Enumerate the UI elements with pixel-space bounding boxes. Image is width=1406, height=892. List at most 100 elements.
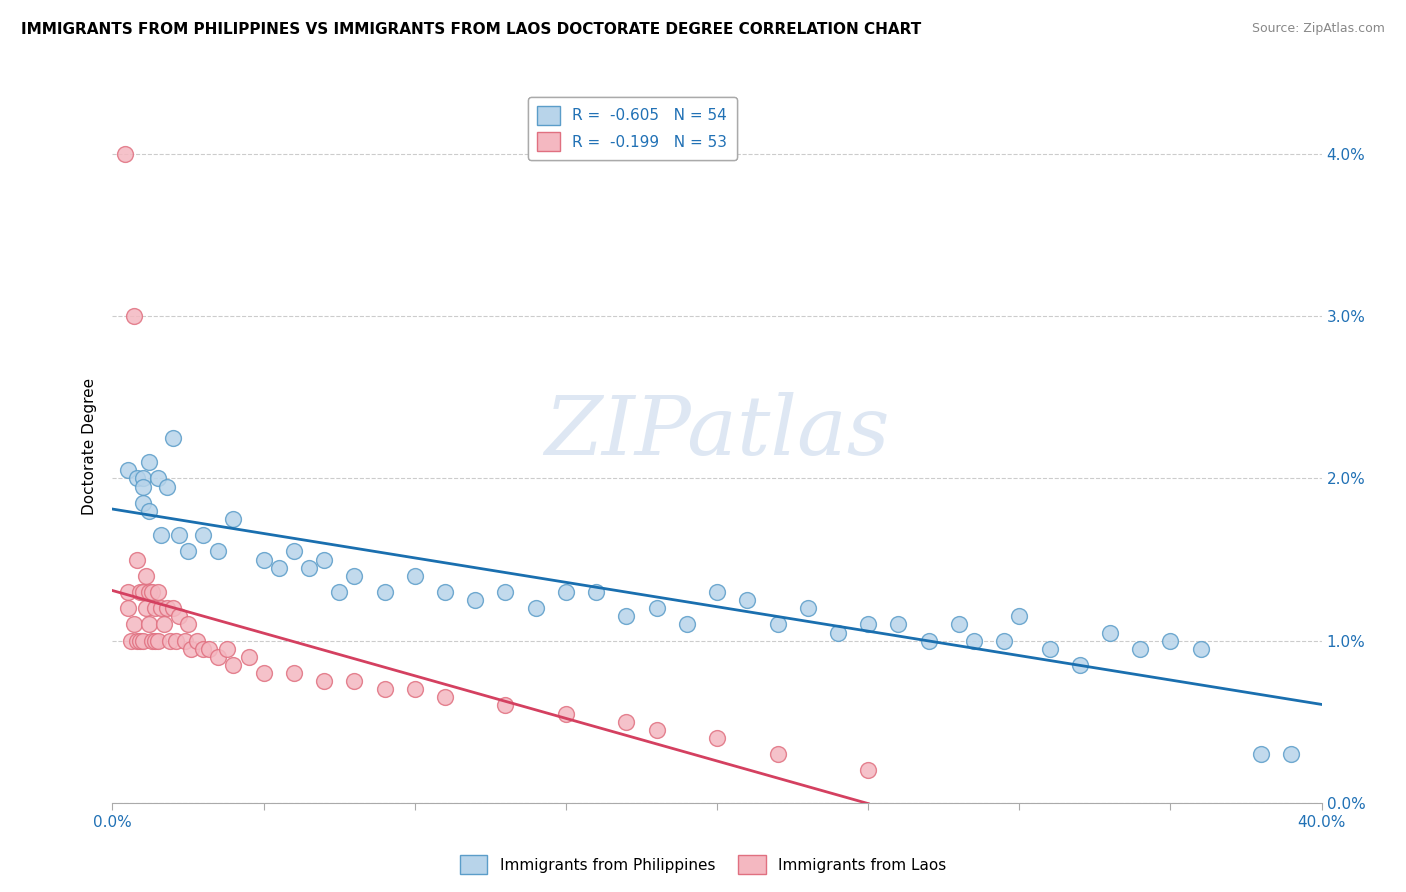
- Point: [1098, 625, 1121, 640]
- Point: [128, 585, 150, 599]
- Point: [180, 641, 202, 656]
- Point: [117, 463, 139, 477]
- Point: [1189, 641, 1212, 656]
- Point: [404, 568, 426, 582]
- Point: [138, 504, 160, 518]
- Point: [146, 471, 169, 485]
- Point: [554, 706, 576, 721]
- Point: [1159, 633, 1181, 648]
- Point: [149, 601, 172, 615]
- Point: [138, 617, 160, 632]
- Point: [132, 496, 155, 510]
- Point: [138, 455, 160, 469]
- Point: [328, 585, 350, 599]
- Point: [645, 723, 668, 737]
- Text: Source: ZipAtlas.com: Source: ZipAtlas.com: [1251, 22, 1385, 36]
- Point: [128, 633, 150, 648]
- Point: [616, 609, 638, 624]
- Point: [253, 666, 276, 681]
- Point: [143, 633, 166, 648]
- Text: IMMIGRANTS FROM PHILIPPINES VS IMMIGRANTS FROM LAOS DOCTORATE DEGREE CORRELATION: IMMIGRANTS FROM PHILIPPINES VS IMMIGRANT…: [21, 22, 921, 37]
- Point: [191, 641, 214, 656]
- Point: [675, 617, 697, 632]
- Point: [993, 633, 1015, 648]
- Point: [122, 310, 145, 324]
- Point: [153, 617, 176, 632]
- Point: [283, 544, 305, 558]
- Point: [132, 479, 155, 493]
- Point: [122, 617, 145, 632]
- Point: [374, 682, 396, 697]
- Point: [433, 690, 456, 705]
- Point: [135, 601, 157, 615]
- Point: [1279, 747, 1302, 761]
- Point: [1008, 609, 1031, 624]
- Point: [167, 528, 190, 542]
- Point: [162, 431, 184, 445]
- Point: [314, 674, 336, 689]
- Point: [207, 544, 229, 558]
- Point: [343, 568, 366, 582]
- Point: [343, 674, 366, 689]
- Point: [120, 633, 142, 648]
- Point: [132, 471, 155, 485]
- Point: [186, 633, 208, 648]
- Point: [737, 593, 759, 607]
- Point: [156, 601, 179, 615]
- Point: [616, 714, 638, 729]
- Point: [433, 585, 456, 599]
- Point: [146, 585, 169, 599]
- Point: [125, 471, 148, 485]
- Point: [117, 601, 139, 615]
- Point: [404, 682, 426, 697]
- Point: [125, 552, 148, 566]
- Point: [217, 641, 239, 656]
- Point: [856, 764, 880, 778]
- Point: [146, 633, 169, 648]
- Point: [238, 649, 260, 664]
- Point: [706, 585, 728, 599]
- Point: [374, 585, 396, 599]
- Point: [495, 585, 517, 599]
- Point: [149, 528, 172, 542]
- Point: [167, 609, 190, 624]
- Point: [162, 601, 184, 615]
- Point: [135, 568, 157, 582]
- Point: [918, 633, 941, 648]
- Point: [141, 585, 163, 599]
- Point: [645, 601, 668, 615]
- Point: [283, 666, 305, 681]
- Point: [827, 625, 849, 640]
- Point: [125, 633, 148, 648]
- Y-axis label: Doctorate Degree: Doctorate Degree: [82, 377, 97, 515]
- Point: [766, 747, 789, 761]
- Point: [796, 601, 818, 615]
- Point: [706, 731, 728, 745]
- Point: [198, 641, 221, 656]
- Point: [856, 617, 880, 632]
- Point: [174, 633, 197, 648]
- Point: [1038, 641, 1062, 656]
- Point: [267, 560, 290, 574]
- Point: [554, 585, 576, 599]
- Point: [253, 552, 276, 566]
- Point: [132, 585, 155, 599]
- Point: [766, 617, 789, 632]
- Point: [159, 633, 181, 648]
- Point: [143, 601, 166, 615]
- Point: [156, 479, 179, 493]
- Point: [222, 657, 245, 672]
- Point: [948, 617, 970, 632]
- Point: [887, 617, 910, 632]
- Point: [298, 560, 321, 574]
- Point: [207, 649, 229, 664]
- Point: [191, 528, 214, 542]
- Point: [524, 601, 547, 615]
- Point: [314, 552, 336, 566]
- Point: [495, 698, 517, 713]
- Point: [585, 585, 607, 599]
- Point: [1129, 641, 1152, 656]
- Point: [464, 593, 486, 607]
- Legend: Immigrants from Philippines, Immigrants from Laos: Immigrants from Philippines, Immigrants …: [454, 849, 952, 880]
- Point: [132, 633, 155, 648]
